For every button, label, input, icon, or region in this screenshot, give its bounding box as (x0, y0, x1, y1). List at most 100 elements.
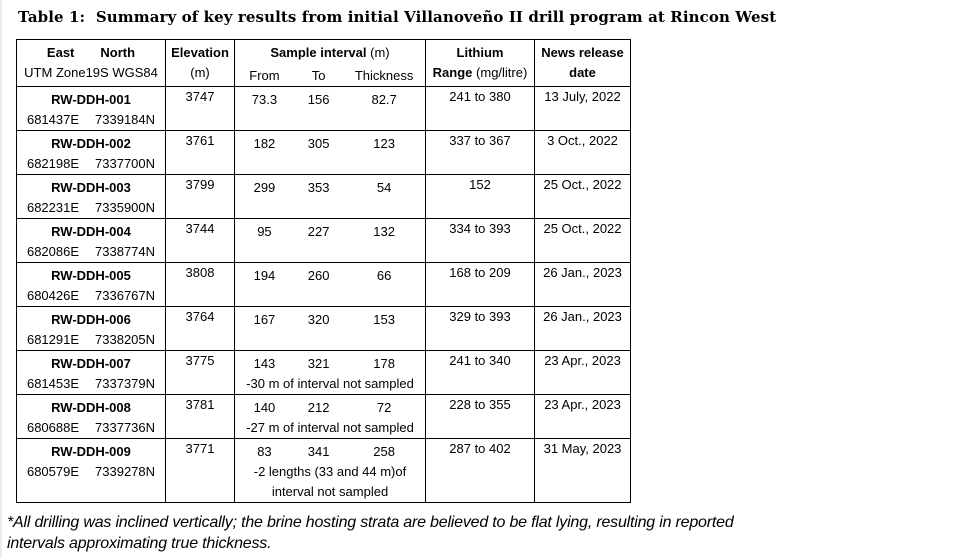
location-cell: RW-DDH-006 681291E 7338205N (16, 306, 166, 351)
to-value: 227 (307, 224, 330, 239)
lithium-range-value: 329 to 393 (425, 306, 535, 351)
elevation-value: 3747 (165, 86, 235, 131)
to-value: 305 (307, 136, 330, 151)
interval-note: -2 lengths (33 and 44 m)of (253, 464, 407, 479)
sample-interval-cell: 194 260 66 (234, 262, 426, 307)
drill-hole-id: RW-DDH-002 (51, 136, 131, 151)
location-cell: RW-DDH-004 682086E 7338774N (16, 218, 166, 263)
lithium-range-value: 168 to 209 (425, 262, 535, 307)
easting-value: 682198E (26, 156, 80, 171)
drill-hole-id: RW-DDH-006 (51, 312, 131, 327)
news-release-date-value: 3 Oct., 2022 (534, 130, 631, 175)
news-release-date-value: 13 July, 2022 (534, 86, 631, 131)
table-row: RW-DDH-005 680426E 7336767N 3808 194 260… (16, 262, 631, 307)
table-row: RW-DDH-004 682086E 7338774N 3744 95 227 … (16, 218, 631, 263)
location-cell: RW-DDH-007 681453E 7337379N (16, 350, 166, 395)
footnote: *All drilling was inclined vertically; t… (7, 512, 953, 554)
easting-value: 680579E (26, 464, 80, 479)
location-cell: RW-DDH-008 680688E 7337736N (16, 394, 166, 439)
drill-hole-id: RW-DDH-001 (51, 92, 131, 107)
to-value: 212 (307, 400, 330, 415)
elevation-value: 3744 (165, 218, 235, 263)
thickness-value: 54 (376, 180, 392, 195)
interval-note: -30 m of interval not sampled (246, 376, 414, 391)
elevation-value: 3761 (165, 130, 235, 175)
sample-interval-cell: 83 341 258 -2 lengths (33 and 44 m)of int… (234, 438, 426, 503)
thickness-value: 178 (373, 356, 395, 371)
northing-value: 7337379N (95, 376, 156, 391)
from-value: 143 (253, 356, 276, 371)
to-value: 156 (307, 92, 330, 107)
header-lithium: Lithium Range (mg/litre) (425, 39, 535, 87)
lithium-range-value: 287 to 402 (425, 438, 535, 503)
news-release-date-value: 25 Oct., 2022 (534, 218, 631, 263)
thickness-value: 153 (373, 312, 395, 327)
header-elevation-unit: (m) (190, 65, 210, 80)
to-value: 321 (307, 356, 330, 371)
to-value: 320 (307, 312, 330, 327)
location-cell: RW-DDH-005 680426E 7336767N (16, 262, 166, 307)
easting-value: 680688E (26, 420, 80, 435)
header-sample-interval: Sample interval (m) From To Thickness (234, 39, 426, 87)
table-row: RW-DDH-002 682198E 7337700N 3761 182 305… (16, 130, 631, 175)
elevation-value: 3771 (165, 438, 235, 503)
location-cell: RW-DDH-002 682198E 7337700N (16, 130, 166, 175)
northing-value: 7338205N (95, 332, 156, 347)
thickness-value: 72 (376, 400, 392, 415)
table-row: RW-DDH-007 681453E 7337379N 3775 143 321… (16, 350, 631, 395)
drill-hole-id: RW-DDH-009 (51, 444, 131, 459)
easting-value: 682231E (26, 200, 80, 215)
header-thickness-label: Thickness (354, 68, 414, 83)
drill-hole-id: RW-DDH-005 (51, 268, 131, 283)
header-news-release-label: News release (541, 45, 624, 60)
from-value: 73.3 (251, 92, 278, 107)
location-cell: RW-DDH-001 681437E 7339184N (16, 86, 166, 131)
header-from-label: From (249, 68, 280, 83)
table-row: RW-DDH-003 682231E 7335900N 3799 299 353… (16, 174, 631, 219)
news-release-date-value: 23 Apr., 2023 (534, 350, 631, 395)
lithium-range-value: 241 to 340 (425, 350, 535, 395)
interval-notes: -30 m of interval not sampled (236, 374, 425, 394)
footnote-line-2: intervals approximating true thickness. (7, 535, 272, 552)
header-sample-interval-label: Sample interval (270, 45, 367, 60)
table-row: RW-DDH-001 681437E 7339184N 3747 73.3 15… (16, 86, 631, 131)
thickness-value: 132 (373, 224, 395, 239)
northing-value: 7337700N (95, 156, 156, 171)
easting-value: 680426E (26, 288, 80, 303)
sample-interval-cell: 143 321 178 -30 m of interval not sample… (234, 350, 426, 395)
sample-interval-cell: 167 320 153 (234, 306, 426, 351)
header-lithium-label: Lithium (456, 45, 504, 60)
lithium-range-value: 228 to 355 (425, 394, 535, 439)
northing-value: 7335900N (95, 200, 156, 215)
sample-interval-cell: 73.3 156 82.7 (234, 86, 426, 131)
thickness-value: 82.7 (371, 92, 397, 107)
header-to-label: To (311, 68, 326, 83)
from-value: 194 (253, 268, 276, 283)
easting-value: 681453E (26, 376, 80, 391)
header-datum-label: UTM Zone19S WGS84 (24, 65, 158, 80)
header-date-label: date (569, 65, 596, 80)
location-cell: RW-DDH-009 680579E 7339278N (16, 438, 166, 503)
elevation-value: 3775 (165, 350, 235, 395)
drill-hole-id: RW-DDH-003 (51, 180, 131, 195)
northing-value: 7337736N (95, 420, 156, 435)
lithium-range-value: 337 to 367 (425, 130, 535, 175)
interval-notes: -27 m of interval not sampled (236, 418, 425, 438)
header-range-unit: (mg/litre) (476, 65, 528, 80)
news-release-date-value: 31 May, 2023 (534, 438, 631, 503)
lithium-range-value: 241 to 380 (425, 86, 535, 131)
elevation-value: 3799 (165, 174, 235, 219)
table-title: Table 1: Summary of key results from ini… (18, 8, 777, 26)
to-value: 341 (307, 444, 330, 459)
elevation-value: 3808 (165, 262, 235, 307)
to-value: 260 (307, 268, 330, 283)
interval-notes: -2 lengths (33 and 44 m)of interval not s… (236, 462, 425, 502)
drill-hole-id: RW-DDH-007 (51, 356, 131, 371)
news-release-date-value: 26 Jan., 2023 (534, 262, 631, 307)
drill-hole-id: RW-DDH-004 (51, 224, 131, 239)
from-value: 83 (257, 444, 272, 459)
to-value: 353 (307, 180, 330, 195)
lithium-range-value: 334 to 393 (425, 218, 535, 263)
header-range-label: Range (432, 65, 473, 80)
